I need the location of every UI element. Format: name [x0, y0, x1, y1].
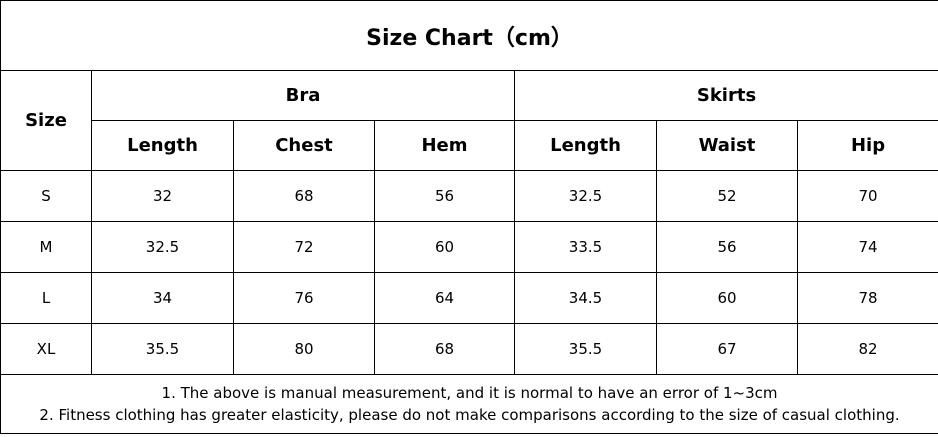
- value-cell: 68: [374, 323, 515, 375]
- table-row: S 32 68 56 32.5 52 70: [0, 170, 938, 222]
- column-header: Length: [91, 120, 234, 171]
- size-cell: S: [0, 170, 92, 222]
- table-row: M 32.5 72 60 33.5 56 74: [0, 221, 938, 273]
- chart-title: Size Chart（cm）: [0, 0, 938, 71]
- column-header: Hem: [374, 120, 515, 171]
- group-header-skirts: Skirts: [513, 70, 938, 121]
- value-cell: 32.5: [91, 221, 234, 273]
- table-row: L 34 76 64 34.5 60 78: [0, 272, 938, 324]
- size-cell: M: [0, 221, 92, 273]
- value-cell: 70: [796, 170, 938, 222]
- value-cell: 74: [796, 221, 938, 273]
- notes: 1. The above is manual measurement, and …: [0, 374, 938, 434]
- value-cell: 35.5: [514, 323, 657, 375]
- value-cell: 82: [796, 323, 938, 375]
- note-2: 2. Fitness clothing has greater elastici…: [39, 406, 900, 424]
- value-cell: 34.5: [514, 272, 657, 324]
- group-header-bra: Bra: [91, 70, 515, 121]
- value-cell: 78: [796, 272, 938, 324]
- value-cell: 72: [233, 221, 375, 273]
- value-cell: 56: [656, 221, 798, 273]
- size-cell: L: [0, 272, 92, 324]
- size-header: Size: [0, 70, 92, 171]
- value-cell: 76: [233, 272, 375, 324]
- value-cell: 52: [656, 170, 798, 222]
- value-cell: 60: [374, 221, 515, 273]
- table-row: XL 35.5 80 68 35.5 67 82: [0, 323, 938, 375]
- value-cell: 34: [91, 272, 234, 324]
- column-header: Waist: [656, 120, 798, 171]
- column-header: Hip: [796, 120, 938, 171]
- value-cell: 56: [374, 170, 515, 222]
- column-header: Length: [514, 120, 657, 171]
- value-cell: 67: [656, 323, 798, 375]
- column-header: Chest: [233, 120, 375, 171]
- value-cell: 33.5: [514, 221, 657, 273]
- value-cell: 32: [91, 170, 234, 222]
- value-cell: 68: [233, 170, 375, 222]
- size-cell: XL: [0, 323, 92, 375]
- note-1: 1. The above is manual measurement, and …: [161, 384, 778, 402]
- value-cell: 80: [233, 323, 375, 375]
- value-cell: 60: [656, 272, 798, 324]
- value-cell: 35.5: [91, 323, 234, 375]
- value-cell: 64: [374, 272, 515, 324]
- value-cell: 32.5: [514, 170, 657, 222]
